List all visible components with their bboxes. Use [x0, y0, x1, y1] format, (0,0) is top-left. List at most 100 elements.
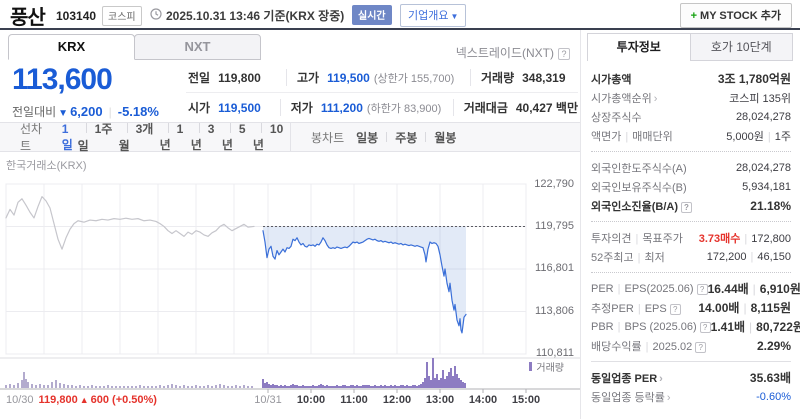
market-badge: 코스피	[102, 6, 142, 26]
market-cap-group: 시가총액 3조 1,780억원 시가총액순위 › 코스피 135위 상장주식수 28,0…	[591, 63, 791, 151]
y-axis-label: 110,811	[535, 347, 574, 359]
change-label: 전일대비	[12, 105, 57, 119]
header-divider	[0, 28, 800, 30]
candle-weekly[interactable]: 주봉	[378, 129, 417, 146]
help-icon[interactable]: ?	[699, 321, 711, 333]
volume-legend: 거래량	[529, 359, 564, 374]
stock-code: 103140	[56, 9, 97, 23]
list-item[interactable]: 시가총액순위 › 코스피 135위	[591, 92, 791, 105]
tab-invest-info[interactable]: 투자정보	[588, 34, 691, 61]
y-axis-label: 113,806	[535, 305, 574, 317]
help-icon[interactable]: ?	[695, 341, 707, 353]
list-item: 외국인한도주식수(A) 28,024,278	[591, 161, 791, 175]
chart-source-label: 한국거래소(KRX)	[6, 160, 87, 172]
realtime-badge[interactable]: 실시간	[352, 5, 392, 25]
period-1week[interactable]: 1주일	[78, 120, 119, 154]
chevron-right-icon: ›	[659, 372, 663, 385]
period-1day[interactable]: 1일	[61, 121, 73, 152]
price-summary-table: 전일 119,800 고가 119,500 (상한가 155,700) 거래량 348,…	[186, 62, 578, 122]
list-item: 상장주식수 28,024,278	[591, 110, 791, 124]
company-overview-button[interactable]: 기업개요 ▼	[400, 4, 467, 27]
opinion-group: 투자의견목표주가 3.73매수172,800 52주최고최저 172,20046…	[591, 221, 791, 272]
industry-group: 동일업종 PER › 35.63배 동일업종 등락률 › -0.60%	[591, 361, 791, 412]
intraday-chart: 한국거래소(KRX) 122,790 119,795 116,801 113,8…	[0, 154, 580, 419]
down-triangle-icon: ▼	[58, 108, 69, 119]
y-axis-label: 116,801	[535, 262, 574, 274]
chart-period-toolbar: 선차트 1일 1주일 3개월 1년 3년 5년 10년 봉차트 일봉 주봉 월봉	[0, 120, 580, 154]
clock-icon	[150, 8, 162, 20]
exchange-tabs: KRX NXT	[8, 34, 261, 60]
period-5year[interactable]: 5년	[222, 122, 253, 153]
x-axis-label: 15:00	[511, 394, 541, 406]
nxt-info-link[interactable]: 넥스트레이드(NXT)?	[456, 44, 570, 61]
price-chart-canvas	[0, 183, 580, 393]
prev-day-price: 119,800	[38, 394, 78, 406]
tab-krx[interactable]: KRX	[8, 34, 135, 60]
help-icon[interactable]: ?	[669, 303, 681, 315]
x-axis-label: 11:00	[340, 394, 368, 406]
list-item: 배당수익률2025.02? 2.29%	[591, 336, 791, 355]
candle-chart-periods: 봉차트 일봉 주봉 월봉	[290, 123, 580, 151]
foreign-ownership-group: 외국인한도주식수(A) 28,024,278 외국인보유주식수(B) 5,934,1…	[591, 151, 791, 221]
low-cell: 저가 111,200 (하한가 83,900)	[279, 99, 453, 116]
x-axis-label: 12:00	[382, 394, 412, 406]
quote-datetime: 2025.10.31 13:46 기준(KRX 장중)	[166, 9, 345, 23]
list-item: 추정PEREPS? 14.00배8,115원	[591, 298, 791, 317]
price-change: 전일대비 ▼ 6,200 | -5.18%	[12, 104, 159, 119]
line-chart-label: 선차트	[20, 122, 43, 153]
candle-daily[interactable]: 일봉	[356, 130, 379, 145]
my-stock-add-button[interactable]: + MY STOCK 추가	[679, 3, 792, 28]
period-3year[interactable]: 3년	[191, 122, 222, 153]
x-axis-label: 13:00	[425, 394, 455, 406]
sidebar-tabs: 투자정보 호가 10단계	[587, 33, 793, 61]
candle-chart-label: 봉차트	[311, 130, 345, 145]
tab-quote-10[interactable]: 호가 10단계	[690, 34, 792, 61]
list-item[interactable]: 동일업종 PER › 35.63배	[591, 371, 791, 385]
prev-day-change: 600	[90, 394, 109, 406]
prev-day-date: 10/30	[6, 394, 34, 406]
valuation-group: PEREPS(2025.06)? 16.44배6,910원 추정PEREPS? …	[591, 272, 800, 361]
help-icon[interactable]: ?	[696, 283, 708, 295]
amount-cell: 거래대금 40,427 백만	[452, 99, 578, 116]
change-percent: -5.18%	[117, 104, 159, 119]
x-axis-label: 14:00	[468, 394, 498, 406]
list-item[interactable]: 동일업종 등락률 › -0.60%	[591, 390, 791, 404]
stock-detail-panel: KRX NXT 넥스트레이드(NXT)? 113,600 전일대비 ▼ 6,200 |…	[0, 30, 580, 419]
help-icon[interactable]: ?	[681, 201, 692, 213]
line-chart-periods: 선차트 1일 1주일 3개월 1년 3년 5년 10년	[0, 120, 290, 154]
prev-close-cell: 전일 119,800	[188, 70, 261, 85]
chevron-right-icon: ›	[666, 391, 671, 404]
volume-legend-icon	[529, 362, 533, 371]
list-item: 52주최고최저 172,20046,150	[591, 247, 791, 266]
x-axis-label: 10/31	[254, 394, 282, 406]
sidebar-body: 시가총액 3조 1,780억원 시가총액순위 › 코스피 135위 상장주식수 28,0…	[587, 61, 800, 412]
volume-cell: 거래량 348,319	[470, 68, 578, 86]
tab-nxt[interactable]: NXT	[134, 34, 261, 60]
content-divider	[580, 30, 581, 419]
list-item: 시가총액 3조 1,780억원	[591, 72, 791, 86]
list-item: PEREPS(2025.06)? 16.44배6,910원	[591, 279, 800, 298]
help-icon[interactable]: ?	[558, 48, 570, 60]
period-1year[interactable]: 1년	[160, 122, 191, 153]
page-header: 풍산 103140 코스피 2025.10.31 13:46 기준(KRX 장중…	[0, 0, 800, 29]
period-3month[interactable]: 3개월	[119, 120, 160, 154]
open-cell: 시가 119,500	[188, 101, 261, 115]
up-triangle-icon: ▲	[79, 395, 89, 405]
change-value: 6,200	[70, 104, 103, 119]
list-item: 투자의견목표주가 3.73매수172,800	[591, 228, 791, 247]
candle-monthly[interactable]: 월봉	[417, 129, 456, 146]
table-row: 전일 119,800 고가 119,500 (상한가 155,700) 거래량 348,…	[186, 62, 578, 92]
plus-icon: +	[690, 10, 698, 22]
y-axis-label: 122,790	[534, 178, 574, 190]
list-item: 외국인보유주식수(B) 5,934,181	[591, 180, 791, 194]
investment-info-panel: 투자정보 호가 10단계 시가총액 3조 1,780억원 시가총액순위 › 코스피 1…	[587, 33, 800, 412]
high-cell: 고가 119,500 (상한가 155,700)	[286, 68, 470, 86]
prev-day-summary: 10/30 119,800 ▲ 600 (+0.50%)	[6, 394, 157, 406]
caret-down-icon: ▼	[450, 12, 459, 21]
chevron-right-icon: ›	[653, 92, 658, 105]
prev-day-percent: (+0.50%)	[112, 394, 157, 406]
current-price: 113,600	[12, 63, 113, 96]
period-10year[interactable]: 10년	[253, 122, 290, 153]
x-axis-label: 10:00	[296, 394, 326, 406]
list-item: 외국인소진율(B/A)? 21.18%	[591, 198, 791, 213]
